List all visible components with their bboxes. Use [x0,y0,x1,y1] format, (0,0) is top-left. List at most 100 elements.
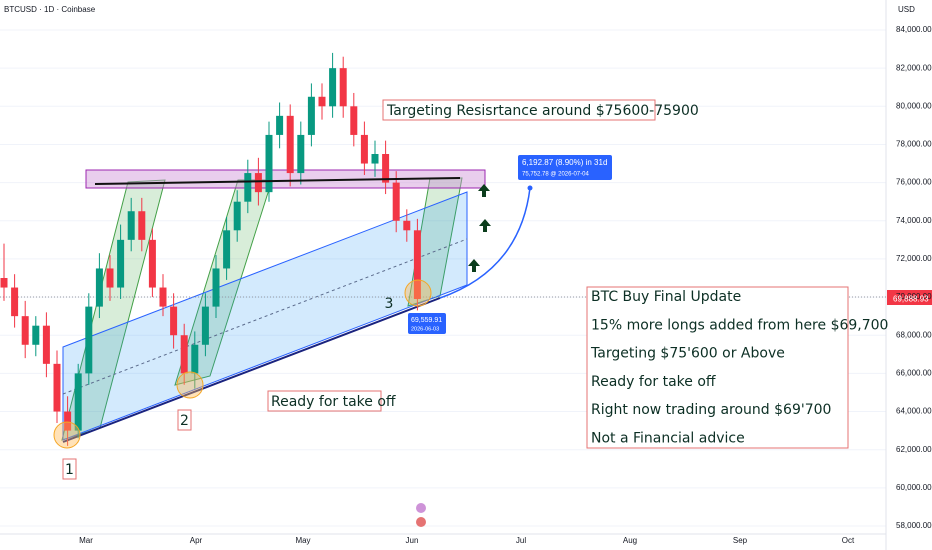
update-line: 15% more longs added from here $69,700 [591,317,888,333]
up-arrow [478,184,490,197]
takeoff-note: Ready for take off [271,394,396,410]
entry-box [408,313,446,334]
candle-body [64,411,72,431]
entry-date: 2026-06-03 [411,326,439,332]
note-box [177,409,192,431]
currency: USD [898,5,915,14]
pivot-circle [53,421,81,449]
note-box [267,390,382,412]
candle-body [223,230,231,269]
update-box [586,286,849,449]
point-label: 3 [385,296,394,312]
candle-body [244,173,252,202]
event-icon [416,517,426,527]
x-tick-label: Jul [516,536,526,545]
candle-body [127,211,135,240]
note-box [62,458,77,480]
x-tick-label: Apr [190,536,203,545]
candle-body [254,173,262,193]
candles [0,52,421,446]
candle-body [339,68,347,107]
y-tick-label: 66,000.00 [896,368,932,377]
candle-body [11,287,19,317]
pivot-circle [176,371,204,399]
y-axis: 58,000.00 60,000.00 62,000.00 64,000.00 66,0… [893,25,932,530]
y-tick-label: 84,000.00 [896,25,932,34]
candle-body [212,268,220,307]
candle-body [318,96,326,107]
point-label: 2 [180,413,189,429]
y-tick-label: 64,000.00 [896,407,932,416]
update-line: BTC Buy Final Update [591,289,741,305]
candle-body [85,306,93,374]
measure-box [518,155,612,180]
up-arrow [468,259,480,272]
last-price-box [887,290,932,305]
candle-body [159,287,167,307]
x-tick-label: Aug [623,536,637,545]
candle-body [286,115,294,174]
candle-body [106,268,114,288]
y-tick-label: 80,000.00 [896,101,932,110]
candle-body [95,268,103,307]
candle-body [392,182,400,221]
candle-body [329,68,337,107]
projection-point [527,185,533,191]
candle-body [32,325,40,345]
y-tick-label: 70,000.00 [896,292,932,301]
y-tick-label: 72,000.00 [896,254,932,263]
candle-body [42,325,50,364]
candle-body [148,239,156,288]
candle-body [413,230,421,299]
candle-body [297,134,305,174]
y-tick-label: 82,000.00 [896,63,932,72]
note-box [382,99,656,121]
y-tick-label: 62,000.00 [896,445,932,454]
candle-body [21,316,29,345]
candle-body [201,306,209,345]
target-note: Targeting Resisrtance around $75600-7590… [386,103,699,119]
candle-body [233,201,241,231]
x-tick-label: Jun [406,536,419,545]
grid [0,29,886,527]
update-line: Right now trading around $69'700 [591,402,831,418]
candle-body [360,134,368,164]
candle-body [138,211,146,240]
candle-body [53,363,61,412]
candle-body [307,96,315,135]
candle-body [170,306,178,336]
channel-mid [62,238,468,395]
y-tick-label: 68,000.00 [896,330,932,339]
candle-body [191,344,199,374]
candle-body [350,106,358,135]
pivot-circle [404,279,432,307]
projection-curve [439,187,531,299]
update-line: Ready for take off [591,374,716,390]
resistance-line [94,177,461,185]
event-icon [416,503,426,513]
y-tick-label: 76,000.00 [896,178,932,187]
candle-body [180,335,188,374]
candle-body [403,220,411,231]
measure-target: 75,752.78 @ 2026-07-04 [522,172,589,178]
x-axis: Mar Apr May Jun Jul Aug Sep Oct [79,536,855,545]
update-line: Not a Financial advice [591,431,745,447]
x-tick-label: Oct [842,536,855,545]
entry-price: 69,559.91 [411,317,442,324]
drawings [61,169,486,443]
candle-body [74,373,82,431]
candle-body [276,115,284,135]
arrows [468,184,491,272]
candle-body [371,154,379,164]
x-tick-label: Mar [79,536,93,545]
x-tick-label: May [295,536,310,545]
candle-body [382,154,390,183]
y-tick-label: 58,000.00 [896,521,932,530]
candle-body [117,239,125,288]
measure-change: 6,192.87 (8.90%) in 31d [522,158,607,167]
update-lines: BTC Buy Final Update 15% more longs added… [590,289,888,447]
symbol: BTCUSD · 1D · Coinbase [4,5,96,14]
last-price-label: 69,888.93 [893,294,929,303]
